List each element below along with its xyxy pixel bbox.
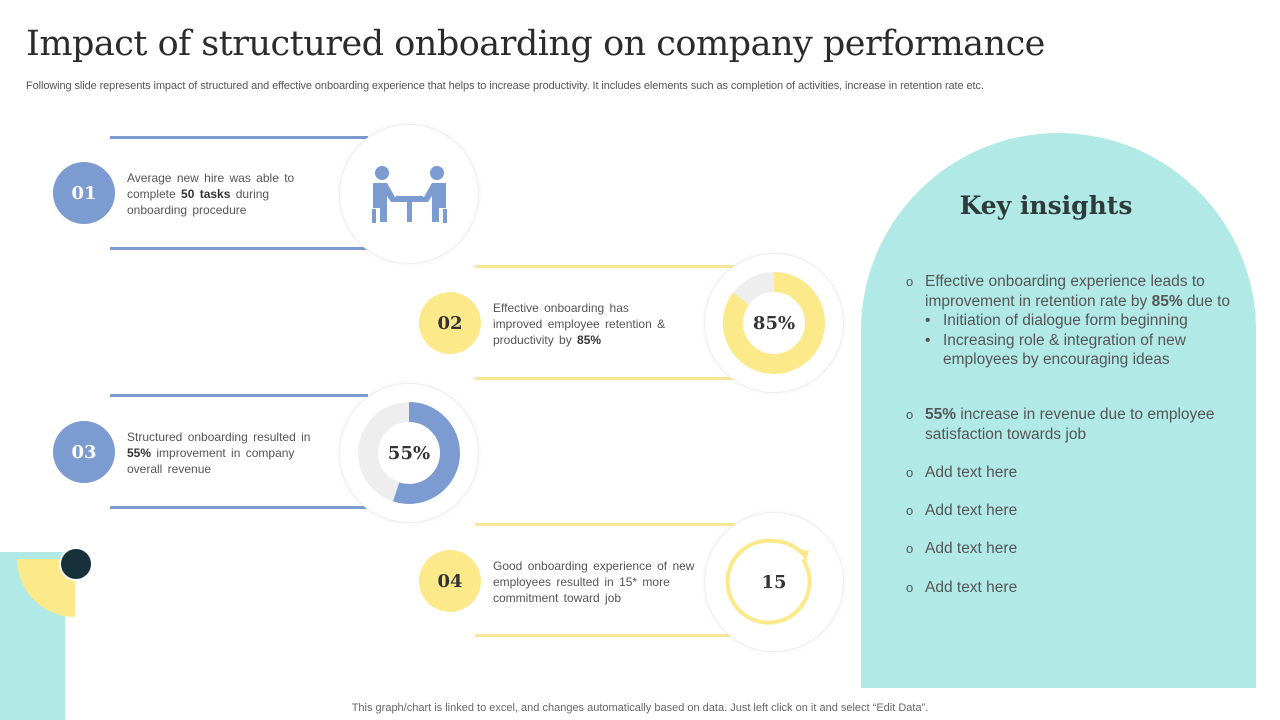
step-01-top-line (110, 136, 368, 139)
step-03-donut-ring: 55% (339, 383, 479, 523)
page-subtitle: Following slide represents impact of str… (26, 80, 984, 92)
cycle-arrow-icon (725, 538, 812, 625)
insight-item-5: o Add text here (906, 540, 1018, 557)
step-03-text: Structured onboarding resulted in 55% im… (127, 430, 311, 476)
step-02-badge: 02 (419, 292, 481, 354)
meeting-people-icon (372, 166, 447, 223)
step-03-donut-fill (358, 402, 460, 504)
step-02-donut-ring: 85% (704, 253, 844, 393)
bullet-icon: o (906, 580, 914, 595)
step-03-metric-label: 55% (387, 442, 431, 464)
insight-item-3: o Add text here (906, 464, 1018, 481)
step-01-icon-ring (339, 124, 479, 264)
footer-note: This graph/chart is linked to excel, and… (351, 702, 929, 714)
step-01-bottom-line (110, 247, 368, 250)
bullet-icon: o (906, 465, 914, 480)
step-03-badge: 03 (53, 421, 115, 483)
step-02-text: Effective onboarding has improved employ… (493, 301, 666, 347)
step-02-donut-fill (723, 272, 825, 374)
step-04-text: Good onboarding experience of new employ… (493, 559, 695, 605)
decor-dark-circle (59, 547, 93, 581)
step-02-top-line (475, 265, 735, 268)
step-04-metric-label: 15 (761, 571, 787, 593)
step-01-text: Average new hire was able to complete 50… (127, 171, 295, 217)
bullet-icon: o (906, 407, 914, 422)
insight-item-6: o Add text here (906, 579, 1018, 596)
step-04-top-line (475, 523, 735, 526)
insight-subitem-1: • Initiation of dialogue form beginning (925, 312, 1188, 329)
bullet-icon: o (906, 274, 914, 289)
step-02-bottom-line (475, 377, 735, 380)
insight-subitem-2: • Increasing role & integration of new em… (925, 331, 1186, 369)
step-01-badge: 01 (53, 162, 115, 224)
step-03-top-line (110, 394, 368, 397)
page-title: Impact of structured onboarding on compa… (26, 24, 1045, 64)
step-03-bottom-line (110, 506, 368, 509)
step-04-icon-ring: 15 (704, 512, 844, 652)
bullet-icon: o (906, 541, 914, 556)
insight-item-1: o Effective onboarding experience leads … (906, 272, 1236, 370)
step-04-badge: 04 (419, 550, 481, 612)
step-02-metric-label: 85% (752, 312, 796, 334)
insight-item-4: o Add text here (906, 502, 1018, 519)
decor-white-strip (65, 617, 85, 720)
insight-item-2: o 55% increase in revenue due to employe… (906, 406, 1215, 443)
key-insights-panel: Key insights o Effective onboarding expe… (861, 133, 1256, 688)
bullet-icon: o (906, 503, 914, 518)
key-insights-title: Key insights (959, 191, 1133, 220)
step-04-bottom-line (475, 634, 735, 637)
